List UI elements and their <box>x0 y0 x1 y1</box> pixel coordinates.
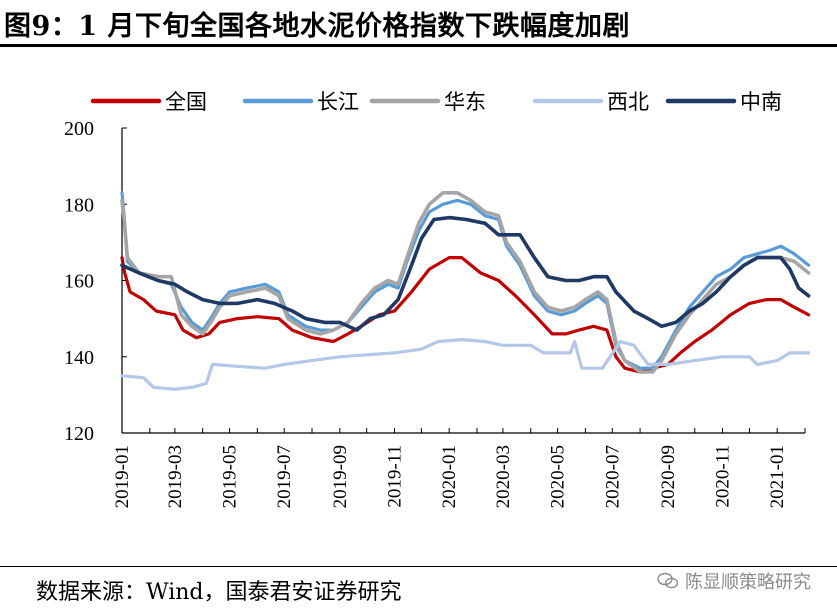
x-tick-label: 2020-09 <box>658 445 679 508</box>
series-line-西北 <box>120 338 811 391</box>
source-note: 数据来源：Wind，国泰君安证券研究 <box>36 580 402 605</box>
y-tick-label: 160 <box>64 271 94 293</box>
y-tick-label: 120 <box>64 423 94 445</box>
legend-label: 全国 <box>165 90 207 114</box>
series-line-华东 <box>120 191 811 374</box>
x-tick-label: 2019-09 <box>330 445 351 508</box>
y-tick-label: 180 <box>64 194 94 216</box>
x-tick-label: 2019-05 <box>220 445 241 508</box>
legend-label: 西北 <box>607 90 649 114</box>
chart-legend: 全国 长江 华东 西北 中南 <box>90 90 782 114</box>
y-tick-label: 200 <box>64 118 94 140</box>
x-tick-label: 2019-03 <box>165 445 186 508</box>
series-line-中南 <box>120 215 811 332</box>
watermark: 陈显顺策略研究 <box>657 568 811 594</box>
x-tick-label: 2020-07 <box>602 445 623 508</box>
legend-label: 长江 <box>317 90 359 114</box>
x-tick-label: 2019-07 <box>274 445 295 508</box>
x-tick-label: 2019-11 <box>384 445 405 508</box>
figure-title: 图9：1 月下旬全国各地水泥价格指数下跌幅度加剧 <box>4 11 630 42</box>
title-divider <box>0 44 837 47</box>
x-tick-label: 2020-05 <box>548 445 569 508</box>
x-axis: 2019-01 2019-03 2019-05 2019-07 2019-09 2019-… <box>112 428 806 508</box>
y-tick-label: 140 <box>64 347 94 369</box>
source-divider <box>0 566 837 567</box>
legend-label: 中南 <box>740 90 782 114</box>
x-tick-label: 2020-03 <box>493 445 514 508</box>
legend-label: 华东 <box>444 90 486 114</box>
series-lines <box>120 191 811 391</box>
series-line-全国 <box>120 256 811 374</box>
y-axis: 120 140 160 180 200 <box>64 118 127 445</box>
x-tick-label: 2020-11 <box>713 445 734 508</box>
x-tick-label: 2021-01 <box>767 445 788 508</box>
x-tick-label: 2020-01 <box>439 445 460 508</box>
x-tick-label: 2019-01 <box>112 445 133 508</box>
watermark-text: 陈显顺策略研究 <box>685 572 811 593</box>
wechat-icon <box>657 572 679 589</box>
